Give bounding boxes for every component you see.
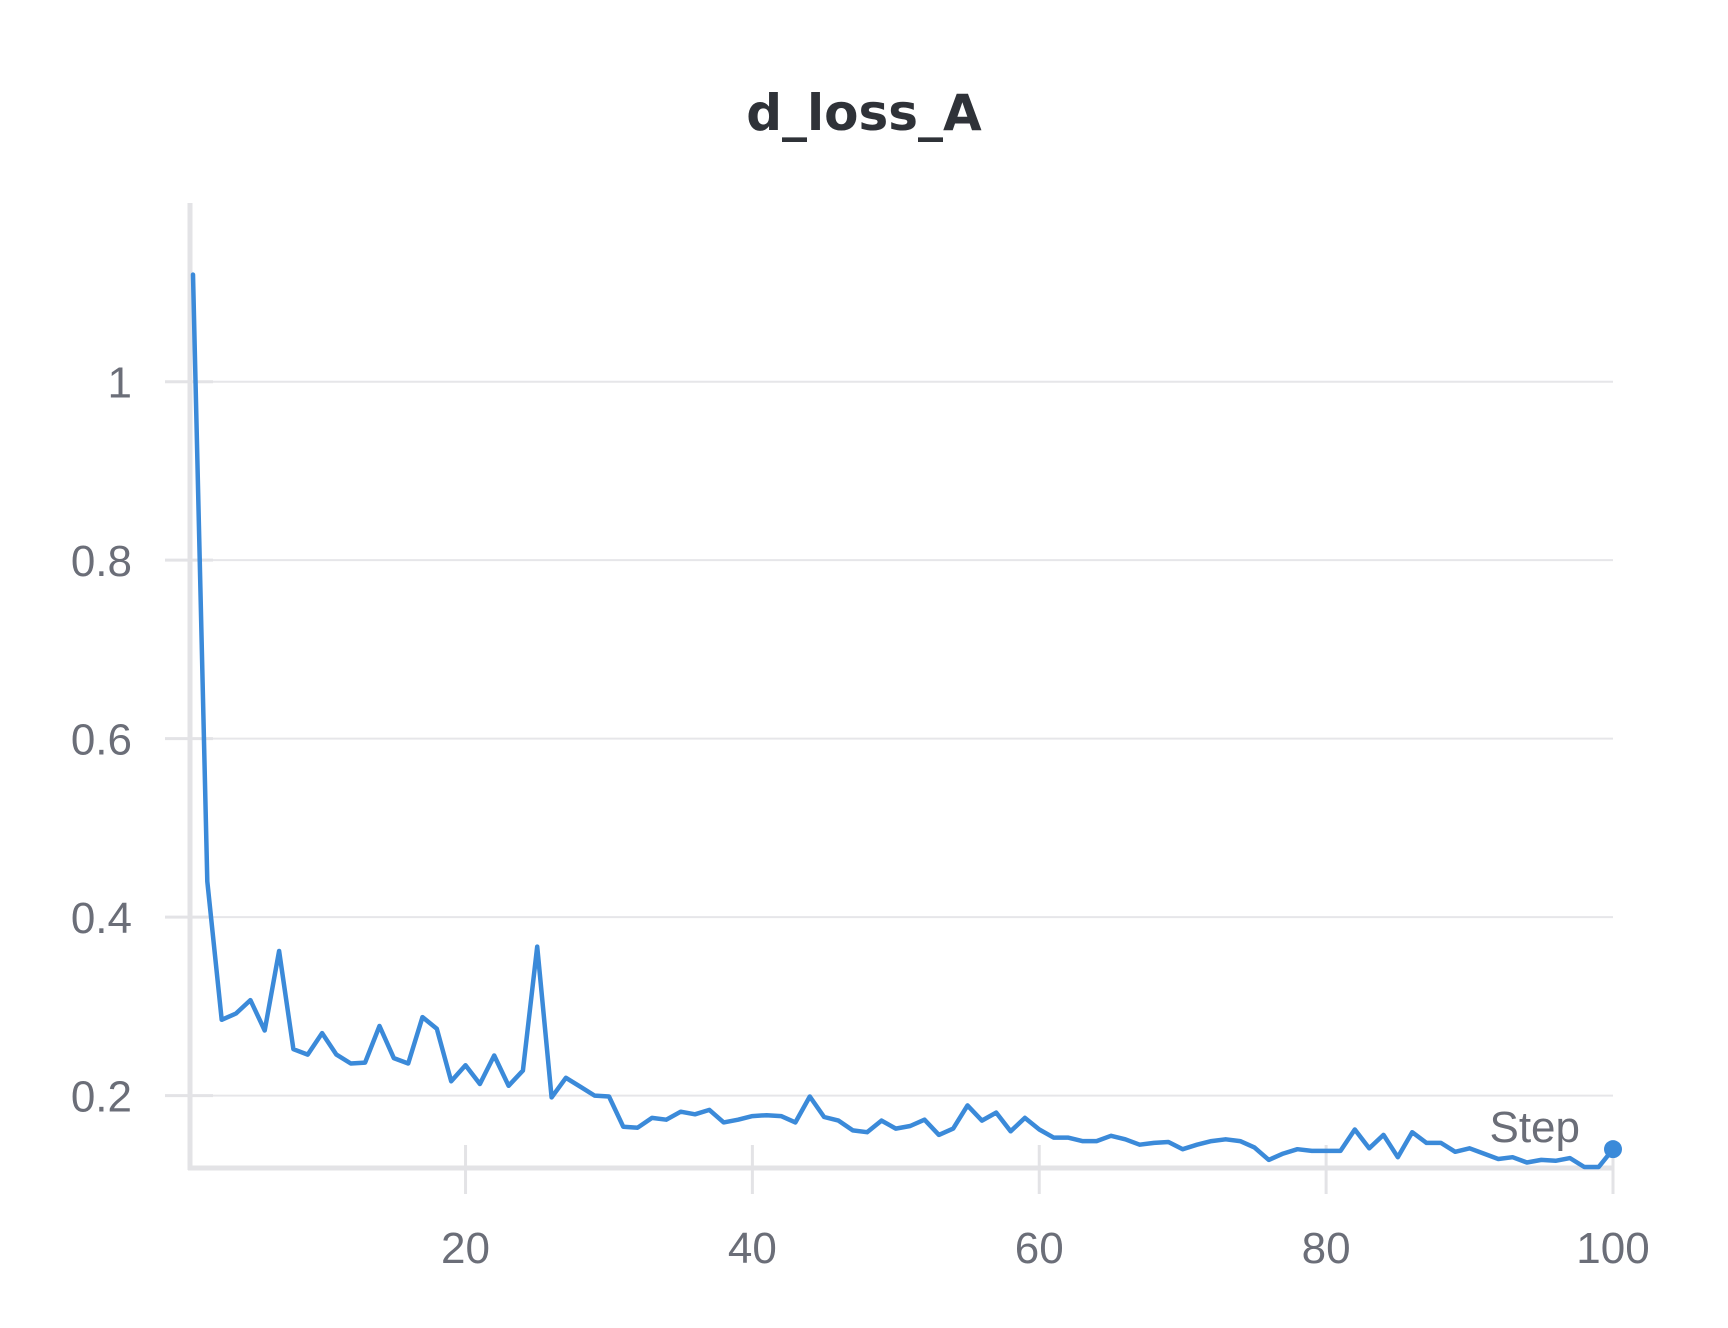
y-tick-label: 0.4 — [71, 894, 132, 943]
x-tick-label: 20 — [441, 1224, 490, 1273]
y-tick-label: 0.8 — [71, 537, 132, 586]
x-tick-label: 40 — [728, 1224, 777, 1273]
x-axis-label: Step — [1489, 1103, 1580, 1152]
y-tick-label: 1 — [108, 359, 132, 408]
series-layer — [190, 272, 1622, 1170]
x-tick-label: 80 — [1302, 1224, 1351, 1273]
x-tick-label: 100 — [1576, 1224, 1649, 1273]
y-tick-label: 0.6 — [71, 716, 132, 765]
series-line — [190, 272, 1616, 1170]
last-point-marker — [1604, 1140, 1622, 1159]
axes-layer — [165, 203, 1615, 1194]
y-tick-label: 0.2 — [71, 1073, 132, 1122]
grid-layer — [193, 380, 1613, 1097]
tick-label-layer: 0.2 0.4 0.6 0.8 1 20 40 60 80 100 — [71, 359, 1650, 1273]
chart-title: d_loss_A — [746, 84, 982, 142]
x-tick-label: 60 — [1015, 1224, 1064, 1273]
